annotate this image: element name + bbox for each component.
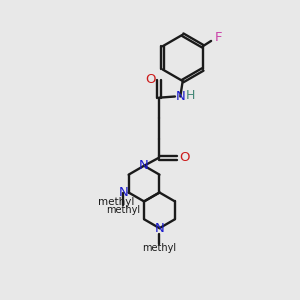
Text: methyl: methyl: [142, 243, 177, 254]
Text: methyl: methyl: [98, 197, 134, 207]
Text: F: F: [214, 32, 222, 44]
Text: N: N: [139, 159, 149, 172]
Text: N: N: [118, 186, 128, 199]
Text: O: O: [146, 74, 156, 86]
Text: N: N: [176, 90, 185, 103]
Text: H: H: [186, 89, 195, 102]
Text: methyl: methyl: [106, 205, 140, 215]
Text: O: O: [179, 151, 190, 164]
Text: N: N: [154, 222, 164, 235]
